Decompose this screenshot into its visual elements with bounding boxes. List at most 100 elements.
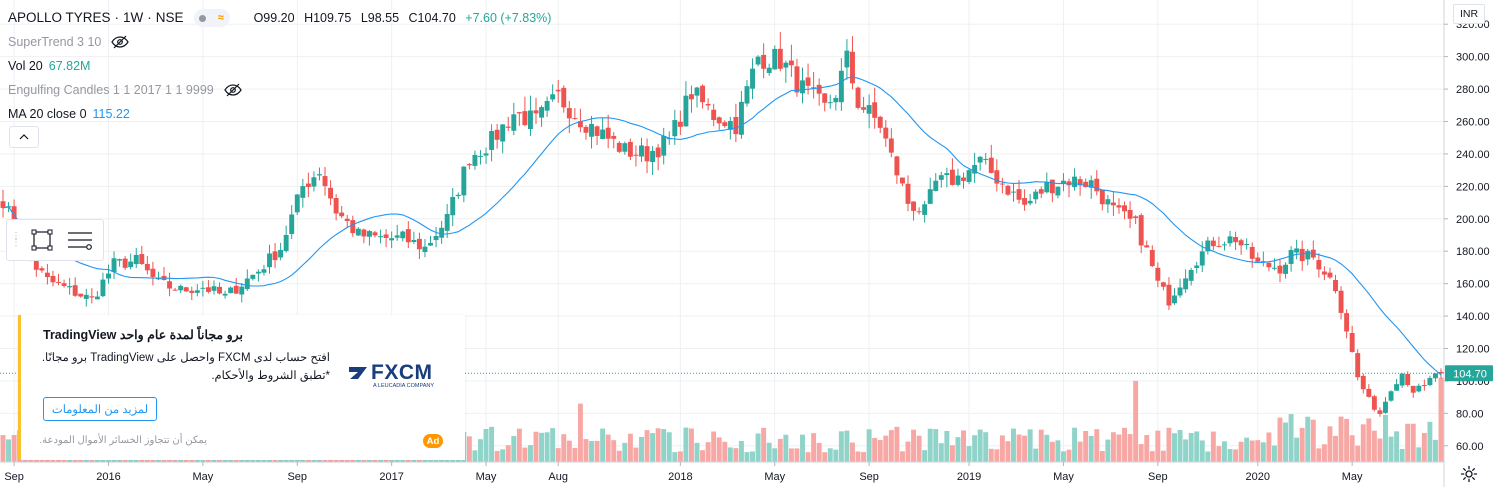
ma-line	[2, 76, 1442, 376]
candle-body	[483, 153, 489, 156]
candle-body	[527, 110, 533, 130]
eye-off-icon[interactable]	[111, 35, 130, 49]
ad-more-info-button[interactable]: لمزيد من المعلومات	[43, 397, 157, 421]
volume-bar	[589, 440, 594, 462]
separator: ·	[114, 10, 120, 25]
volume-bar	[805, 452, 811, 462]
candle-body	[317, 174, 322, 176]
volume-bar	[1149, 451, 1155, 462]
volume-bar	[516, 428, 522, 462]
fxcm-logo[interactable]: FXCM A LEUCADIA COMPANY	[347, 359, 443, 391]
gear-icon[interactable]	[1460, 465, 1478, 483]
eye-off-icon[interactable]	[224, 83, 242, 97]
candle-body	[522, 111, 528, 126]
candle-body	[244, 278, 250, 290]
volume-bar	[1260, 442, 1266, 462]
candle-body	[117, 259, 123, 261]
volume-bar	[816, 442, 822, 462]
ad-disclaimer: يمكن أن تتجاوز الخسائر الأموال المودعة.	[39, 435, 207, 446]
volume-bar	[689, 428, 694, 462]
candle-body	[1166, 284, 1172, 306]
candle-body	[1094, 178, 1100, 192]
candle-body	[250, 274, 256, 279]
symbol-interval[interactable]: 1W	[123, 10, 144, 25]
indicator-value: 115.22	[92, 107, 130, 121]
volume-bar	[627, 433, 633, 462]
price-axis[interactable]: 60.0080.00100.00120.00140.00160.00180.00…	[1443, 0, 1490, 487]
symbol-name[interactable]: APOLLO TYRES	[8, 10, 111, 25]
candle-body	[833, 97, 839, 103]
candle-body	[461, 166, 467, 196]
candle-body	[72, 285, 78, 296]
volume-bar	[466, 436, 472, 462]
volume-bar	[944, 430, 950, 462]
volume-bar	[611, 440, 617, 462]
volume-bar	[1405, 423, 1411, 462]
price-tick-label: 80.00	[1456, 408, 1484, 420]
candle-body	[328, 187, 334, 199]
indicator-volume[interactable]: Vol 20 67.82M	[8, 54, 551, 78]
volume-bar	[1371, 430, 1377, 462]
rectangle-tool-icon	[31, 229, 53, 251]
volume-bar	[544, 432, 550, 462]
candle-body	[888, 138, 894, 153]
price-tick-label: 260.00	[1456, 117, 1490, 129]
candle-body	[744, 86, 750, 104]
volume-bar	[838, 431, 844, 462]
volume-bar	[1166, 427, 1172, 462]
candle-body	[1027, 200, 1033, 204]
volume-bar	[511, 436, 517, 462]
candle-body	[772, 48, 778, 70]
volume-bar	[977, 429, 983, 462]
candle-body	[305, 183, 311, 188]
candle-body	[1149, 249, 1155, 267]
volume-bar	[983, 432, 989, 462]
volume-bar	[855, 451, 861, 462]
volume-bar	[694, 442, 700, 462]
candle-body	[39, 268, 45, 271]
candle-body	[899, 177, 905, 184]
drawing-toolbar[interactable]: ⋮ ⋮	[6, 219, 104, 261]
volume-bar	[772, 448, 778, 462]
volume-bar	[1277, 417, 1283, 462]
volume-bar	[927, 428, 933, 462]
drag-handle-icon[interactable]: ⋮ ⋮	[11, 231, 21, 248]
object-settings-button[interactable]	[65, 225, 95, 255]
time-axis[interactable]: Sep 2016 May Sep 2017 May Aug 2018 May Sep 2019 May…	[0, 461, 1444, 483]
candle-body	[1144, 245, 1150, 248]
indicator-ma[interactable]: MA 20 close 0 115.22	[8, 102, 551, 126]
candle-body	[233, 285, 239, 294]
volume-bar	[1005, 441, 1011, 462]
price-tick-label: 280.00	[1456, 84, 1490, 96]
candle-body	[283, 234, 289, 251]
volume-bar	[1055, 440, 1061, 462]
candle-body	[167, 281, 173, 289]
volume-bar	[727, 447, 733, 462]
candle-body	[1133, 216, 1139, 218]
candle-body	[1327, 272, 1333, 278]
collapse-legend-button[interactable]	[9, 126, 39, 148]
candle-body	[1088, 180, 1094, 188]
indicator-engulfing[interactable]: Engulfing Candles 1 1 2017 1 1 9999	[8, 78, 551, 102]
candle-body	[944, 173, 950, 176]
market-status-badge[interactable]: ≈	[193, 9, 230, 27]
volume-bar	[955, 437, 961, 462]
last-price-label: 104.70	[1453, 368, 1487, 380]
candle-body	[56, 281, 61, 283]
currency-label[interactable]: INR	[1453, 4, 1485, 24]
time-tick-label: 2016	[96, 471, 120, 483]
volume-bar	[600, 428, 606, 462]
candle-body	[755, 56, 761, 65]
rectangle-tool-button[interactable]	[27, 225, 57, 255]
volume-bar	[872, 437, 878, 462]
indicator-supertrend[interactable]: SuperTrend 3 10	[8, 30, 551, 54]
candle-body	[500, 124, 506, 142]
chart-legend: APOLLO TYRES · 1W · NSE ≈ O99.20 H109.75…	[8, 6, 551, 126]
volume-bar	[594, 440, 600, 462]
candle-body	[783, 62, 789, 68]
ad-banner[interactable]: برو مجاناً لمدة عام واحد TradingView افت…	[18, 315, 465, 460]
volume-bar	[1316, 448, 1322, 462]
volume-bar	[1110, 432, 1116, 462]
open-value: O99.20	[253, 11, 295, 25]
volume-bar	[933, 429, 939, 462]
